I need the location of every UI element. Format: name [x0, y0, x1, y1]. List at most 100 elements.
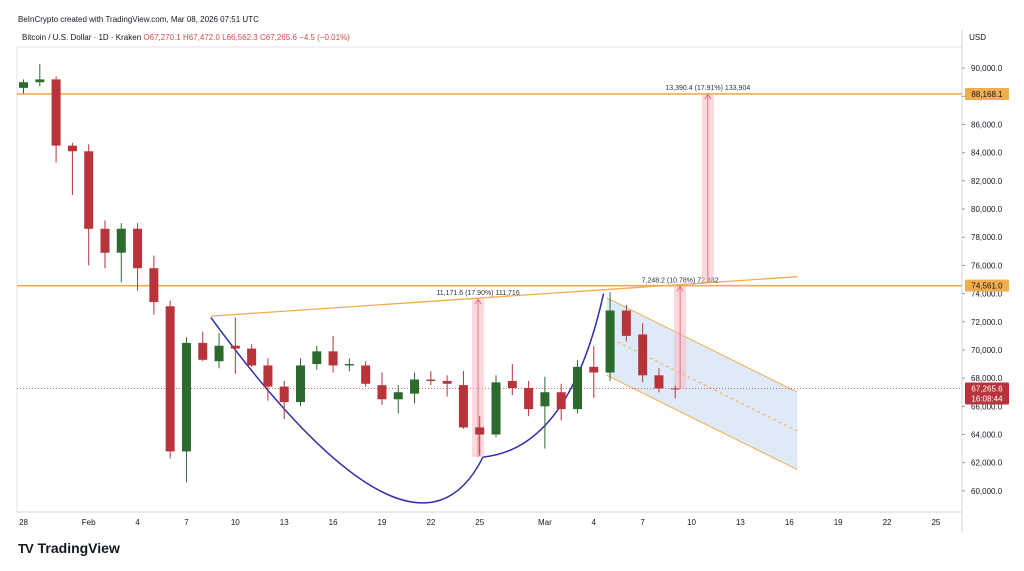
current-price-label: 67,265.6 [971, 384, 1003, 393]
measure-arrow-head [676, 285, 684, 292]
ohlc-open: O67,270.1 [143, 33, 181, 42]
tradingview-brand: TV TradingView [18, 540, 120, 556]
channel-lower-line [606, 374, 798, 471]
channel-upper-line [606, 297, 798, 393]
x-tick-label: Mar [538, 518, 552, 527]
x-tick-label: 22 [883, 518, 892, 527]
candle-body [361, 365, 371, 384]
candle-body [442, 380, 452, 384]
y-tick-label: 68,000.0 [971, 374, 1003, 383]
measure-label: 7,248.2 (10.78%) 72,482 [642, 277, 719, 284]
x-tick-label: 19 [834, 518, 843, 527]
y-tick-label: 84,000.0 [971, 149, 1003, 158]
y-tick-label: 80,000.0 [971, 205, 1003, 214]
x-tick-label: Feb [82, 518, 96, 527]
candle-body [540, 392, 550, 407]
ohlc-high: H67,472.0 [183, 33, 220, 42]
candle-body [572, 366, 582, 410]
cup-curve [210, 293, 605, 504]
level-price-label: 74,561.0 [971, 282, 1003, 291]
measure-arrow-head [704, 93, 712, 100]
brand-name: TradingView [37, 540, 120, 556]
tradingview-logo-icon: TV [18, 540, 34, 556]
candle-body [605, 310, 615, 373]
candle-body [638, 334, 648, 376]
candle-body [51, 79, 61, 146]
currency-label: USD [969, 33, 986, 42]
x-tick-label: 4 [592, 518, 597, 527]
y-tick-label: 86,000.0 [971, 121, 1003, 130]
candle-body [35, 79, 45, 83]
candle-body [116, 228, 126, 253]
ohlc-change: −4.5 (−0.01%) [299, 33, 350, 42]
x-tick-label: 25 [475, 518, 484, 527]
candle-body [654, 375, 664, 389]
candle-body [84, 151, 94, 229]
x-tick-label: 7 [640, 518, 645, 527]
level-price-badge [965, 279, 1009, 292]
rising-trendline [210, 276, 798, 317]
candle-body [458, 385, 468, 428]
measure-arrow-head [474, 298, 482, 305]
candle-body [426, 379, 436, 381]
candle-body [312, 351, 322, 365]
candle-body [198, 342, 208, 360]
candle-body [410, 379, 420, 394]
x-tick-label: 16 [329, 518, 338, 527]
measure-label: 11,171.6 (17.90%) 111,716 [436, 290, 519, 297]
descending-channel [606, 297, 798, 470]
candle-body [133, 228, 143, 269]
ohlc-low: L66,562.3 [222, 33, 258, 42]
symbol-legend: Bitcoin / U.S. Dollar · 1D · Kraken O67,… [22, 33, 350, 42]
chart-credit: BeInCrypto created with TradingView.com,… [18, 15, 259, 24]
candle-body [19, 82, 29, 88]
y-tick-label: 90,000.0 [971, 64, 1003, 73]
candle-body [181, 342, 191, 452]
y-tick-label: 76,000.0 [971, 261, 1003, 270]
x-tick-label: 4 [135, 518, 140, 527]
x-tick-label: 13 [280, 518, 289, 527]
candle-body [670, 388, 680, 390]
candle-countdown-label: 16:08:44 [971, 394, 1003, 403]
candle-body [230, 345, 240, 349]
x-tick-label: 10 [231, 518, 240, 527]
candle-body [556, 392, 566, 410]
level-price-badge [965, 87, 1009, 100]
candle-body [247, 348, 257, 366]
candle-body [377, 385, 387, 400]
y-tick-label: 82,000.0 [971, 177, 1003, 186]
ohlc-close: C67,265.6 [259, 33, 297, 42]
x-tick-label: 28 [19, 518, 28, 527]
y-tick-label: 64,000.0 [971, 431, 1003, 440]
y-tick-label: 74,000.0 [971, 290, 1003, 299]
candle-body [214, 345, 224, 362]
candle-body [621, 310, 631, 336]
x-tick-label: 7 [184, 518, 189, 527]
x-tick-label: 22 [426, 518, 435, 527]
y-tick-label: 72,000.0 [971, 318, 1003, 327]
candle-body [263, 365, 273, 387]
candle-body [279, 386, 289, 403]
x-tick-label: 13 [736, 518, 745, 527]
candle-body [149, 268, 159, 303]
plot-frame [16, 46, 963, 513]
candle-body [165, 306, 175, 452]
current-price-badge [965, 382, 1009, 405]
y-tick-label: 78,000.0 [971, 233, 1003, 242]
symbol-name: Bitcoin / U.S. Dollar · 1D · Kraken [22, 33, 142, 42]
y-tick-label: 62,000.0 [971, 459, 1003, 468]
candle-body [344, 364, 354, 366]
y-tick-label: 60,000.0 [971, 487, 1003, 496]
y-tick-label: 66,000.0 [971, 402, 1003, 411]
candle-body [491, 382, 501, 435]
candle-body [524, 388, 534, 410]
x-tick-label: 16 [785, 518, 794, 527]
measure-label: 13,390.4 (17.91%) 133,904 [665, 85, 750, 92]
candle-body [475, 427, 485, 435]
candle-body [296, 365, 305, 403]
candle-body [589, 366, 599, 373]
x-tick-label: 10 [687, 518, 696, 527]
candle-body [328, 351, 338, 366]
candle-body [67, 145, 77, 152]
